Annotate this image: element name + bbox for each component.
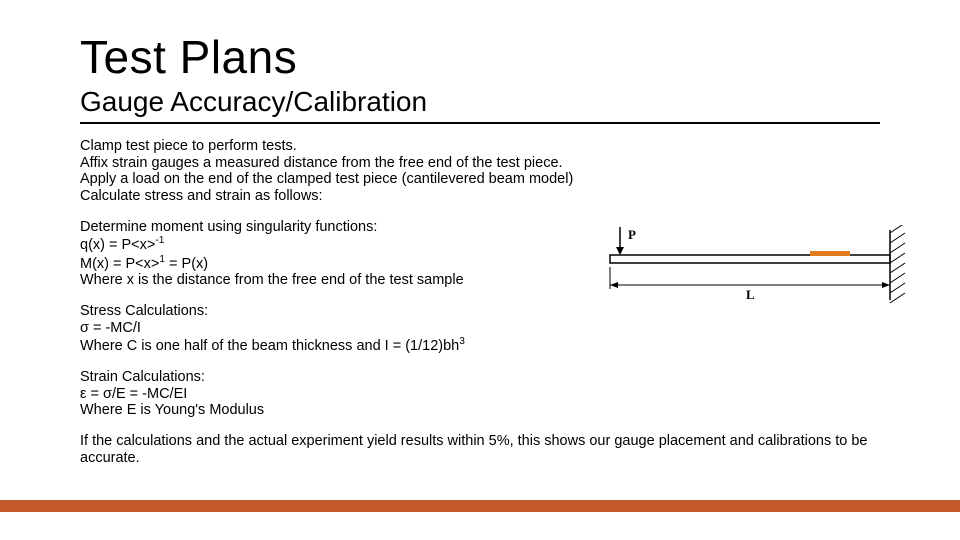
p-label: P [628,227,636,242]
slide-title: Test Plans [80,30,880,84]
slide: Test Plans Gauge Accuracy/Calibration Cl… [0,0,960,540]
intro-line: Clamp test piece to perform tests. [80,138,880,155]
cantilever-diagram: P L [590,225,920,315]
stress-eq: σ = -MC/I [80,320,880,337]
beam-icon [610,255,890,263]
intro-line: Calculate stress and strain as follows: [80,188,880,205]
intro-line: Apply a load on the end of the clamped t… [80,171,880,188]
stress-note: Where C is one half of the beam thicknes… [80,336,880,355]
intro-line: Affix strain gauges a measured distance … [80,155,880,172]
footer-accent-bar [0,500,960,512]
l-label: L [746,287,755,302]
conclusion: If the calculations and the actual exper… [80,433,880,466]
slide-subtitle: Gauge Accuracy/Calibration [80,86,880,124]
strain-eq: ε = σ/E = -MC/EI [80,386,880,403]
strain-heading: Strain Calculations: [80,369,880,386]
strain-note: Where E is Young's Modulus [80,402,880,419]
gauge-icon [810,251,850,256]
